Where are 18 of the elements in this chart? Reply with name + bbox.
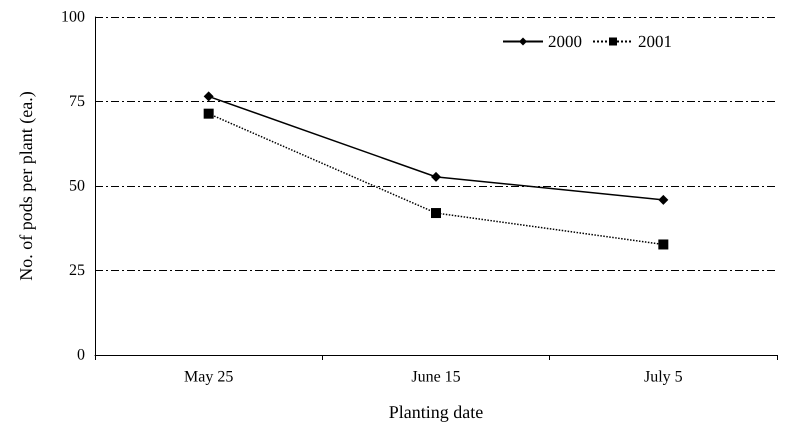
x-tick-label: June 15: [411, 368, 461, 386]
y-tick-label: 100: [61, 8, 85, 26]
legend-label: 2000: [548, 32, 582, 51]
legend-label: 2001: [638, 32, 672, 51]
y-axis-title: No. of pods per plant (ea.): [16, 91, 36, 281]
x-tick-label: July 5: [644, 368, 683, 386]
x-axis-title: Planting date: [388, 402, 484, 422]
point: [658, 194, 668, 205]
y-tick-label: 50: [69, 178, 85, 194]
y-tick-label: 0: [77, 346, 85, 364]
point: [204, 108, 214, 119]
point: [431, 208, 441, 218]
point: [431, 172, 441, 182]
x-tick-label: May 25: [184, 368, 234, 386]
y-tick-label: 25: [69, 262, 85, 279]
point: [658, 239, 668, 250]
point: [204, 91, 214, 102]
y-tick-label: 75: [69, 93, 85, 110]
